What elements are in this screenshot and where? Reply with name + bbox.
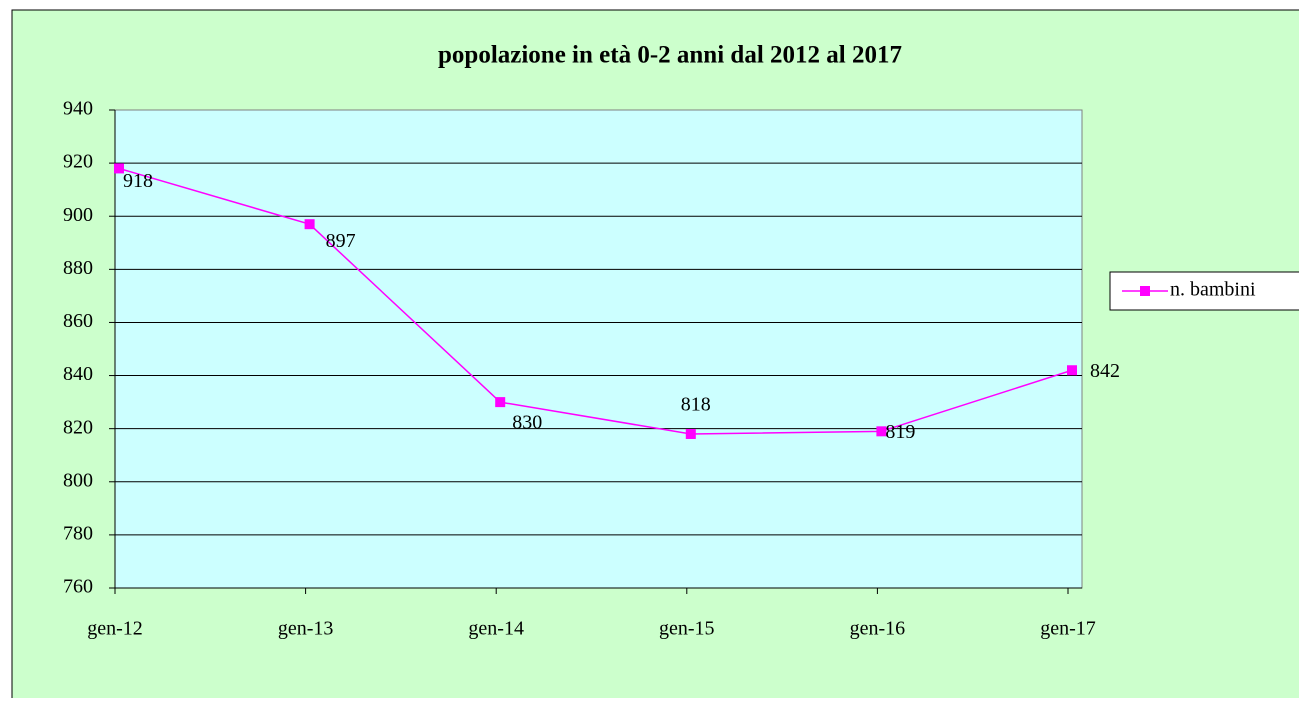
data-point: [1067, 365, 1077, 376]
x-tick-label: gen-13: [278, 618, 334, 640]
x-tick-label: gen-15: [659, 618, 715, 640]
y-tick-label: 760: [63, 576, 93, 598]
y-tick-label: 900: [63, 204, 93, 226]
x-tick-label: gen-12: [87, 618, 143, 640]
y-tick-label: 820: [63, 416, 93, 438]
data-label: 819: [885, 421, 915, 443]
x-tick-label: gen-14: [468, 618, 524, 640]
x-tick-label: gen-16: [850, 618, 906, 640]
y-tick-label: 920: [63, 151, 93, 173]
data-label: 897: [326, 230, 356, 252]
x-tick-label: gen-17: [1040, 618, 1096, 640]
y-tick-label: 780: [63, 522, 93, 544]
plot-area: [114, 109, 1083, 589]
chart-title: popolazione in età 0-2 anni dal 2012 al …: [438, 42, 902, 69]
data-point: [876, 426, 887, 437]
data-point: [304, 219, 315, 230]
y-tick-label: 880: [63, 257, 93, 279]
data-point: [685, 428, 696, 439]
data-label: 918: [123, 170, 153, 192]
y-tick-label: 800: [63, 469, 93, 491]
legend-label: n. bambini: [1170, 279, 1256, 301]
data-point: [114, 163, 124, 174]
legend-marker: [1140, 286, 1150, 296]
y-tick-label: 940: [63, 98, 93, 120]
data-label: 830: [512, 412, 542, 434]
data-label: 842: [1090, 360, 1120, 382]
y-tick-label: 860: [63, 310, 93, 332]
y-tick-label: 840: [63, 363, 93, 385]
series-line: [118, 167, 1073, 435]
data-point: [495, 397, 506, 408]
data-label: 818: [681, 394, 711, 416]
